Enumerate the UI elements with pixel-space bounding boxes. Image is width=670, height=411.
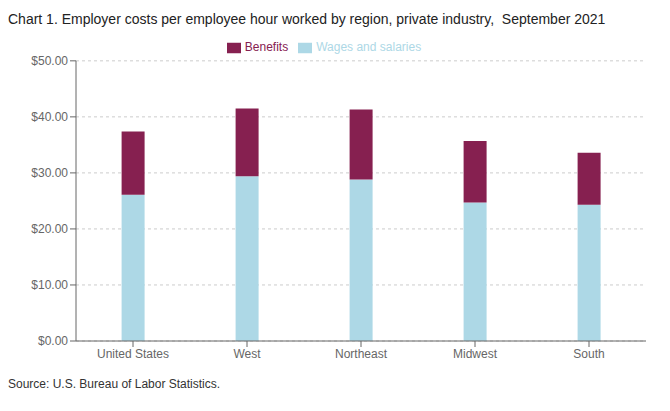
- html-text:Benefits: Benefits: [244, 40, 289, 54]
- svg-text:$40.00: $40.00: [31, 110, 68, 124]
- svg-text:West: West: [233, 347, 261, 361]
- svg-text:South: South: [573, 347, 604, 361]
- svg-text:$0.00: $0.00: [38, 334, 68, 348]
- html-text:Wages and salaries: Wages and salaries: [316, 40, 422, 54]
- html-text:Chart 1. Employer costs per em: Chart 1. Employer costs per employee hou…: [8, 11, 606, 27]
- svg-text:$50.00: $50.00: [31, 54, 68, 68]
- svg-text:$20.00: $20.00: [31, 222, 68, 236]
- svg-text:$10.00: $10.00: [31, 278, 68, 292]
- html-text:Source: U.S. Bureau of Labor S: Source: U.S. Bureau of Labor Statistics.: [8, 377, 221, 391]
- svg-text:Midwest: Midwest: [453, 347, 498, 361]
- svg-text:United States: United States: [97, 347, 169, 361]
- svg-text:$30.00: $30.00: [31, 166, 68, 180]
- svg-text:Northeast: Northeast: [335, 347, 388, 361]
